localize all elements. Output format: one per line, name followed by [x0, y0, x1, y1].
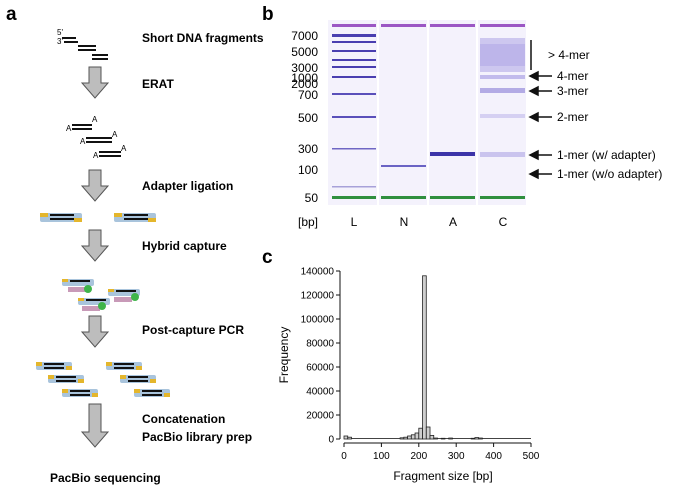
- lane-label-c: C: [499, 215, 508, 229]
- y-axis-label: Frequency: [277, 327, 291, 384]
- panel-label-c: c: [262, 247, 273, 268]
- histogram-bar: [440, 437, 446, 440]
- down-arrow-icon: [80, 66, 110, 99]
- histogram-bar: [474, 437, 480, 440]
- annotation-1-mer-with-adapter: 1-mer (w/ adapter): [557, 148, 656, 162]
- step-pacbio-library-prep: PacBio library prep: [142, 430, 252, 444]
- tick-1000: 1000: [291, 71, 318, 85]
- tick-50: 50: [305, 191, 319, 205]
- a-tailed-fragments-icon: A A A A A A: [66, 115, 127, 160]
- x-tick-label: 300: [448, 451, 465, 462]
- y-tick-label: 120000: [301, 291, 335, 302]
- lane-label-l: L: [351, 215, 358, 229]
- histogram-bar: [478, 437, 483, 440]
- gel-image: [328, 20, 526, 205]
- tick-5000: 5000: [291, 45, 318, 59]
- histogram-bar: [403, 436, 408, 440]
- panel-label-b: b: [262, 4, 274, 25]
- x-tick-label: 100: [373, 451, 390, 462]
- tick-100: 100: [298, 163, 318, 177]
- histogram-bar: [410, 434, 416, 440]
- a-overhang-label-6: A: [121, 144, 127, 153]
- step-short-dna-fragments: Short DNA fragments: [142, 31, 264, 45]
- y-tick-label: 40000: [306, 387, 334, 398]
- annotation-3-mer: 3-mer: [557, 84, 588, 98]
- y-tick-label: 60000: [306, 363, 334, 374]
- five-prime-label: 5': [57, 28, 63, 37]
- y-tick-label: 100000: [301, 315, 335, 326]
- down-arrow-icon: [80, 315, 110, 348]
- step-adapter-ligation: Adapter ligation: [142, 179, 233, 193]
- x-tick-label: 0: [341, 451, 347, 462]
- histogram-bar: [407, 435, 412, 440]
- amplified-fragments-icon: [36, 362, 170, 397]
- x-tick-label: 500: [523, 451, 540, 462]
- histogram-chart: 0 20000 40000 60000 80000 100000 120000 140000 0…: [301, 267, 540, 463]
- annotation-arrows: [528, 70, 552, 180]
- histogram-bar: [399, 437, 405, 440]
- tick-2000: 2000: [291, 77, 318, 91]
- histogram-bar: [418, 427, 423, 440]
- annotation-4-mer: 4-mer: [557, 69, 588, 83]
- x-tick-label: 200: [410, 451, 427, 462]
- tick-500: 500: [298, 111, 318, 125]
- step-pacbio-sequencing: PacBio sequencing: [50, 471, 161, 485]
- histogram-bar: [422, 275, 427, 440]
- annotation-gt4-mer: > 4-mer: [548, 48, 590, 62]
- three-prime-label: 3': [57, 37, 63, 46]
- annotation-2-mer: 2-mer: [557, 110, 588, 124]
- x-axis-label: Fragment size [bp]: [393, 469, 492, 483]
- y-tick-label: 80000: [306, 339, 334, 350]
- tick-7000: 7000: [291, 29, 318, 43]
- a-overhang-label-1: A: [66, 124, 72, 133]
- bp-unit-label: [bp]: [298, 215, 318, 229]
- annotation-1-mer-without-adapter: 1-mer (w/o adapter): [557, 167, 662, 181]
- lane-label-n: N: [400, 215, 409, 229]
- histogram-bar: [414, 432, 420, 440]
- y-tick-label: 20000: [306, 411, 334, 422]
- down-arrow-icon: [80, 229, 110, 262]
- down-arrow-icon: [80, 403, 110, 448]
- ladder-tick-labels: 7000 5000 3000 2000 1000 700 500 300 100…: [291, 29, 318, 205]
- a-overhang-label-2: A: [92, 115, 98, 124]
- histogram-bar: [470, 437, 476, 440]
- y-tick-label: 0: [328, 435, 334, 446]
- histogram-bar: [425, 426, 431, 440]
- x-tick-label: 400: [485, 451, 502, 462]
- dna-fragments-icon: 5' 3': [57, 28, 108, 60]
- lane-label-a: A: [449, 215, 457, 229]
- histogram-bar: [347, 436, 352, 440]
- tick-700: 700: [298, 88, 318, 102]
- panel-label-a: a: [6, 4, 17, 25]
- down-arrow-icon: [80, 169, 110, 202]
- histogram-bar: [448, 437, 453, 440]
- step-erat: ERAT: [142, 77, 174, 91]
- histogram-bar: [343, 435, 349, 440]
- a-overhang-label-4: A: [112, 130, 118, 139]
- a-overhang-label-5: A: [93, 151, 99, 160]
- step-concatenation: Concatenation: [142, 412, 225, 426]
- y-tick-label: 140000: [301, 267, 335, 278]
- step-hybrid-capture: Hybrid capture: [142, 239, 227, 253]
- tick-300: 300: [298, 142, 318, 156]
- tick-3000: 3000: [291, 61, 318, 75]
- step-post-capture-pcr: Post-capture PCR: [142, 323, 244, 337]
- adapter-ligated-fragments-icon: [40, 213, 156, 222]
- captured-fragments-icon: [62, 279, 140, 311]
- histogram-bar: [433, 437, 438, 440]
- a-overhang-label-3: A: [80, 137, 86, 146]
- histogram-bar: [429, 434, 435, 440]
